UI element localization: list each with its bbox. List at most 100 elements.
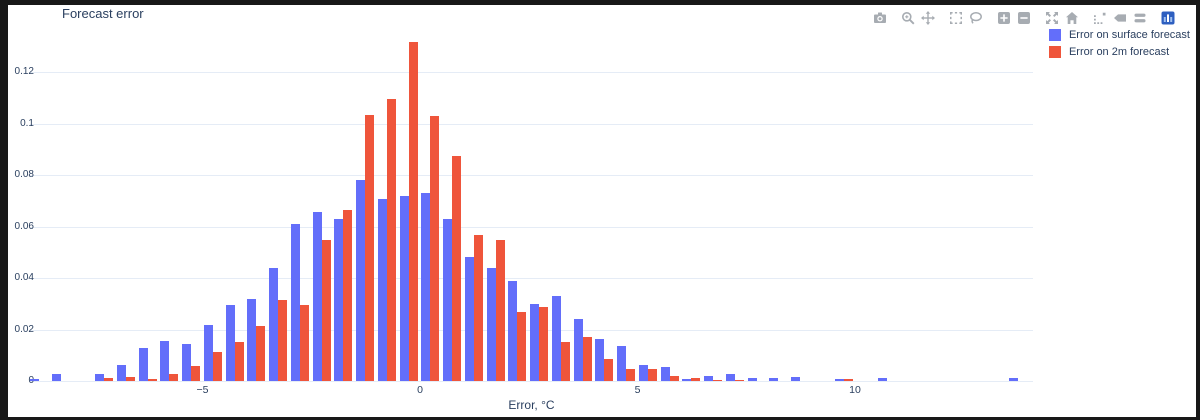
- bar-surface-forecast: [269, 268, 279, 381]
- zoom-out-icon: [1017, 11, 1031, 25]
- bar-surface-forecast: [486, 268, 496, 381]
- modebar-box-select-button[interactable]: [946, 11, 966, 25]
- lasso-icon: [969, 11, 983, 25]
- bar-2m-forecast: [212, 352, 222, 381]
- modebar-autoscale-button[interactable]: [1042, 11, 1062, 25]
- y-tick-label: 0.04: [14, 272, 34, 283]
- legend: Error on surface forecast Error on 2m fo…: [1048, 29, 1190, 58]
- bar-2m-forecast: [843, 379, 853, 381]
- bar-surface-forecast: [725, 374, 735, 381]
- bar-surface-forecast: [247, 299, 257, 381]
- gridline: [30, 278, 1033, 279]
- bar-surface-forecast: [834, 379, 844, 381]
- bar-surface-forecast: [182, 344, 192, 381]
- bar-2m-forecast: [408, 42, 418, 381]
- legend-label: Error on 2m forecast: [1068, 46, 1170, 58]
- bar-surface-forecast: [225, 305, 235, 381]
- modebar-zoom-in-button[interactable]: [994, 11, 1014, 25]
- bar-surface-forecast: [704, 376, 714, 381]
- bar-2m-forecast: [365, 115, 375, 381]
- legend-item-2m-forecast[interactable]: Error on 2m forecast: [1048, 46, 1190, 58]
- camera-icon: [873, 11, 887, 25]
- bar-2m-forecast: [147, 379, 157, 381]
- bar-surface-forecast: [290, 224, 300, 381]
- bar-surface-forecast: [399, 196, 409, 381]
- bar-surface-forecast: [160, 341, 170, 381]
- bar-surface-forecast: [312, 212, 322, 381]
- bar-2m-forecast: [669, 376, 679, 381]
- bar-surface-forecast: [334, 219, 344, 381]
- legend-swatch-red: [1048, 46, 1061, 58]
- y-tick-label: 0.08: [14, 169, 34, 180]
- zoom-in-icon: [997, 11, 1011, 25]
- bar-2m-forecast: [256, 326, 266, 381]
- legend-item-surface-forecast[interactable]: Error on surface forecast: [1048, 29, 1190, 41]
- tag-icon: [1113, 11, 1127, 25]
- bar-2m-forecast: [234, 342, 244, 381]
- bar-2m-forecast: [713, 380, 723, 381]
- bar-surface-forecast: [29, 379, 39, 381]
- bar-surface-forecast: [138, 348, 148, 381]
- modebar-zoom-out-button[interactable]: [1014, 11, 1034, 25]
- bar-2m-forecast: [517, 312, 527, 381]
- x-tick-label: 5: [634, 384, 641, 396]
- gridline: [30, 175, 1033, 176]
- bar-2m-forecast: [734, 380, 744, 381]
- bar-2m-forecast: [647, 369, 657, 381]
- bar-surface-forecast: [203, 325, 213, 381]
- bar-surface-forecast: [769, 378, 779, 381]
- x-tick-label: 0: [417, 384, 423, 396]
- bar-2m-forecast: [321, 240, 331, 381]
- plot-area[interactable]: [30, 33, 1033, 381]
- bar-surface-forecast: [95, 374, 105, 381]
- modebar-closest-hover-button[interactable]: [1130, 11, 1150, 25]
- bar-2m-forecast: [104, 378, 114, 381]
- gridline: [30, 72, 1033, 73]
- bar-surface-forecast: [551, 296, 561, 381]
- bar-surface-forecast: [443, 219, 453, 381]
- bar-2m-forecast: [278, 300, 288, 381]
- home-icon: [1065, 11, 1079, 25]
- y-tick-label: 0.06: [14, 220, 34, 232]
- bar-2m-forecast: [604, 359, 614, 381]
- bar-2m-forecast: [582, 337, 592, 381]
- pan-icon: [921, 11, 935, 25]
- bar-surface-forecast: [51, 374, 61, 381]
- bar-surface-forecast: [573, 319, 583, 381]
- bar-surface-forecast: [638, 365, 648, 381]
- bar-surface-forecast: [747, 378, 757, 381]
- double-bars-icon: [1133, 11, 1147, 25]
- gridline: [30, 381, 1033, 382]
- bar-surface-forecast: [508, 281, 518, 381]
- modebar: [870, 9, 1178, 27]
- gridline: [30, 226, 1033, 228]
- modebar-zoom-button[interactable]: [898, 11, 918, 25]
- modebar-toggle-spikelines-button[interactable]: [1090, 11, 1110, 25]
- bar-surface-forecast: [377, 199, 387, 381]
- bar-surface-forecast: [595, 339, 605, 381]
- modebar-compare-hover-button[interactable]: [1110, 11, 1130, 25]
- plotly-logo-icon: [1161, 11, 1175, 25]
- modebar-lasso-select-button[interactable]: [966, 11, 986, 25]
- modebar-download-plot-button[interactable]: [870, 11, 890, 25]
- bar-2m-forecast: [560, 342, 570, 381]
- modebar-plotly-logo-button[interactable]: [1158, 11, 1178, 25]
- bar-surface-forecast: [116, 365, 126, 381]
- spikelines-icon: [1093, 11, 1107, 25]
- bar-2m-forecast: [125, 377, 135, 381]
- bar-2m-forecast: [299, 305, 309, 381]
- x-tick-label: −5: [196, 384, 209, 396]
- bar-2m-forecast: [626, 369, 636, 381]
- legend-swatch-blue: [1048, 29, 1061, 41]
- y-tick-label: 0.02: [14, 323, 34, 335]
- modebar-reset-axes-button[interactable]: [1062, 11, 1082, 25]
- bar-2m-forecast: [191, 366, 201, 381]
- modebar-pan-button[interactable]: [918, 11, 938, 25]
- bar-2m-forecast: [539, 307, 549, 381]
- bar-2m-forecast: [386, 99, 396, 381]
- legend-label: Error on surface forecast: [1068, 29, 1190, 41]
- bar-2m-forecast: [343, 210, 353, 381]
- bar-surface-forecast: [464, 257, 474, 381]
- bar-surface-forecast: [356, 180, 366, 381]
